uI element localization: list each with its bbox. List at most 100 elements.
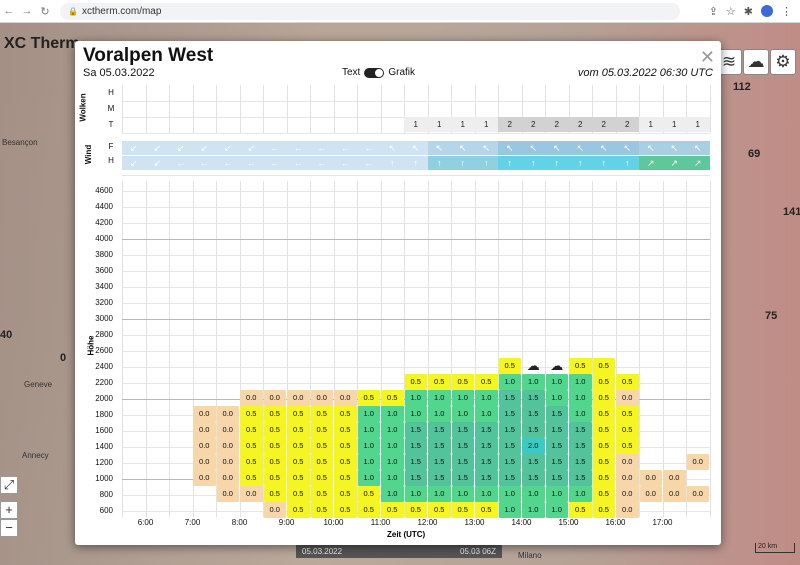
thermal-cell: 0.5 — [334, 470, 357, 486]
thermal-cell: 1.5 — [404, 470, 427, 486]
wind-arrow-icon: ↖ — [545, 141, 569, 155]
y-tick-label: 4000 — [95, 234, 113, 243]
x-tick-label: 17:00 — [652, 518, 673, 527]
grid-line — [239, 181, 241, 517]
thermal-cell: 0.0 — [216, 470, 239, 486]
thermal-cell: 1.5 — [545, 438, 568, 454]
thermal-cell: 0.5 — [592, 454, 615, 470]
thermal-cell: 0.5 — [334, 406, 357, 422]
thermal-cell: 0.5 — [592, 470, 615, 486]
wind-arrow-icon: ← — [216, 156, 240, 170]
thermal-cell: 0.5 — [592, 358, 615, 374]
thermal-cell: 0.5 — [592, 406, 615, 422]
low-cloud-cell: 2 — [521, 117, 545, 132]
map-scale: 20 km — [755, 543, 795, 553]
wind-arrow-icon: ↖ — [686, 141, 710, 155]
toggle-switch[interactable] — [364, 67, 385, 78]
wind-arrow-icon: ↗ — [639, 156, 663, 170]
grid-line — [709, 85, 711, 133]
thermal-cell: 0.5 — [569, 358, 592, 374]
grid-line — [404, 85, 405, 133]
thermal-cell: 0.0 — [616, 470, 639, 486]
thermal-cell: 0.0 — [663, 470, 686, 486]
share-icon[interactable]: ⇪ — [708, 5, 718, 18]
thermal-cell: 1.0 — [357, 438, 380, 454]
grid-line — [709, 181, 711, 517]
y-tick-label: 800 — [99, 490, 113, 499]
back-icon[interactable]: ← — [3, 5, 15, 17]
toggle-graphic-label: Grafik — [388, 67, 416, 78]
view-toggle[interactable]: Text Grafik — [342, 67, 415, 78]
thermal-cell: 0.5 — [592, 486, 615, 502]
forward-icon[interactable]: → — [21, 5, 33, 17]
x-tick-label: 11:00 — [370, 518, 391, 527]
thermal-cell: 0.5 — [428, 502, 451, 518]
thermal-cell: 0.5 — [334, 422, 357, 438]
low-cloud-cell: 2 — [545, 117, 569, 132]
thermal-cell: 0.5 — [404, 374, 427, 390]
y-tick-label: 2400 — [95, 362, 113, 371]
thermal-cell: 1.0 — [569, 486, 592, 502]
browser-menu-icon[interactable]: ⋮ — [781, 5, 792, 18]
reload-icon[interactable]: ↻ — [40, 5, 50, 18]
time-slider-bar[interactable]: 05.03.2022 05.03 06Z — [296, 544, 502, 558]
wind-arrow-icon: ← — [333, 156, 357, 170]
y-tick-label: 3600 — [95, 266, 113, 275]
bookmark-star-icon[interactable]: ☆ — [725, 5, 736, 18]
weather-layer-icon[interactable]: ☁ — [743, 49, 769, 75]
forecast-dialog: ✕ Voralpen West Sa 05.03.2022 Text Grafi… — [75, 41, 721, 545]
x-tick-label: 6:00 — [137, 518, 154, 527]
thermal-cell: 1.5 — [404, 438, 427, 454]
thermal-cell: 1.0 — [381, 422, 404, 438]
map-city: Geneve — [24, 380, 53, 389]
thermal-cell: 1.5 — [428, 438, 451, 454]
thermal-cell: 0.5 — [310, 438, 333, 454]
thermal-cell: 1.5 — [498, 406, 521, 422]
thermal-cell: 0.5 — [616, 406, 639, 422]
thermal-cell: 0.0 — [193, 422, 216, 438]
wind-arrow-icon: ← — [333, 141, 357, 155]
thermal-cell: 0.5 — [475, 374, 498, 390]
y-tick-label: 2200 — [95, 378, 113, 387]
grid-line — [380, 181, 382, 517]
close-icon[interactable]: ✕ — [699, 47, 715, 67]
grid-line — [404, 181, 405, 517]
thermal-cell: 0.5 — [334, 502, 357, 518]
wind-arrow-icon: ← — [263, 156, 287, 170]
cloud-row-label: H — [108, 88, 114, 97]
thermal-cell: 0.5 — [498, 358, 521, 374]
extensions-icon[interactable]: ✱ — [743, 5, 753, 18]
browser-toolbar: ← → ↻ 🔒 xctherm.com/map ⇪ ☆ ✱ ⋮ — [0, 0, 800, 23]
low-cloud-cell: 2 — [498, 117, 522, 132]
thermal-cell: 1.0 — [381, 454, 404, 470]
grid-line — [122, 175, 710, 176]
zoom-in-button[interactable]: + — [0, 501, 18, 519]
grid-line — [145, 181, 147, 517]
settings-gear-icon[interactable]: ⚙ — [770, 49, 796, 75]
grid-line — [122, 207, 710, 208]
low-cloud-cell: 1 — [427, 117, 451, 132]
profile-avatar[interactable] — [761, 5, 773, 17]
thermal-cell: 0.0 — [193, 470, 216, 486]
address-bar[interactable]: 🔒 xctherm.com/map — [60, 2, 680, 20]
grid-line — [592, 85, 593, 133]
grid-line — [545, 85, 546, 133]
thermal-cell: 1.5 — [475, 454, 498, 470]
grid-line — [122, 85, 123, 133]
y-tick-label: 2600 — [95, 346, 113, 355]
grid-line — [521, 85, 523, 133]
wind-arrow-icon: ↖ — [380, 141, 404, 155]
wind-arrow-icon: ↙ — [239, 141, 263, 155]
x-tick-label: 13:00 — [464, 518, 485, 527]
wind-arrow-icon: ↑ — [451, 156, 475, 170]
thermal-cell: 1.5 — [428, 454, 451, 470]
fullscreen-icon[interactable]: ⤢ — [0, 476, 18, 494]
thermal-cell: 1.5 — [545, 454, 568, 470]
zoom-out-button[interactable]: − — [0, 519, 18, 537]
x-tick-label: 15:00 — [558, 518, 579, 527]
issued-time: vom 05.03.2022 06:30 UTC — [577, 67, 713, 79]
thermal-cell: 1.0 — [475, 406, 498, 422]
map-city: Milano — [518, 551, 542, 560]
grid-line — [122, 181, 123, 517]
thermal-cell: 0.5 — [404, 502, 427, 518]
